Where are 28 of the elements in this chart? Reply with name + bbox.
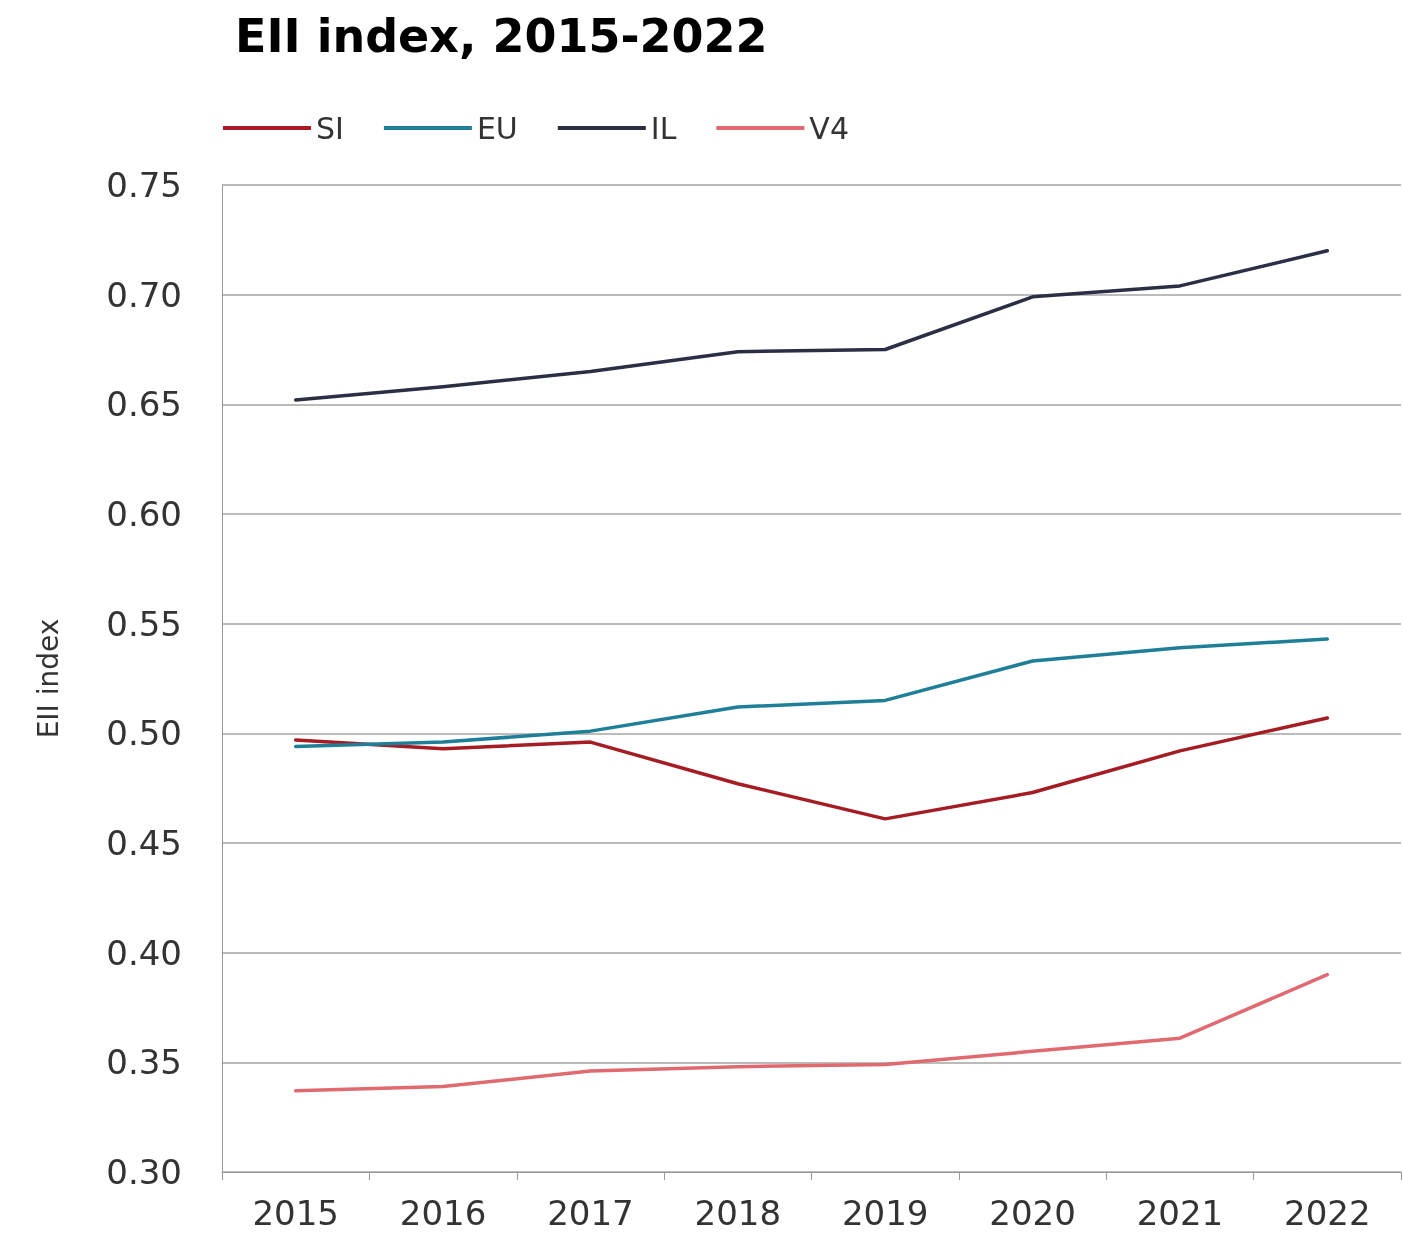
line-series [293, 716, 1330, 821]
y-tick-label: 0.65 [106, 384, 182, 425]
y-tick-label: 0.40 [106, 932, 182, 973]
x-tick-label: 2022 [1284, 1193, 1371, 1233]
y-tick-label: 0.70 [106, 274, 182, 315]
y-tick-label: 0.35 [106, 1042, 182, 1083]
x-tick-label: 2016 [399, 1193, 487, 1233]
line-series [293, 249, 1330, 402]
x-tick-label: 2021 [1136, 1193, 1224, 1233]
x-tick-label: 2020 [989, 1193, 1076, 1233]
x-tick-label: 2015 [252, 1193, 339, 1233]
y-tick-label: 0.55 [106, 603, 182, 644]
legend-label: EU [476, 110, 518, 146]
x-tick-label: 2017 [547, 1193, 634, 1233]
x-tick-label: 2019 [841, 1193, 929, 1233]
x-tick-label: 2018 [694, 1193, 782, 1233]
chart-title: EII index, 2015-2022 [235, 9, 768, 63]
y-tick-label: 0.75 [106, 165, 182, 205]
line-series [293, 972, 1330, 1093]
line-series [293, 637, 1330, 749]
legend-label: V4 [809, 110, 849, 146]
legend-label: SI [316, 110, 344, 146]
y-tick-label: 0.50 [106, 713, 182, 754]
legend-label: IL [650, 110, 677, 146]
y-axis-title: EII index [31, 618, 65, 739]
y-tick-label: 0.60 [106, 494, 182, 534]
y-tick-label: 0.30 [106, 1152, 182, 1192]
y-tick-label: 0.45 [106, 823, 182, 863]
